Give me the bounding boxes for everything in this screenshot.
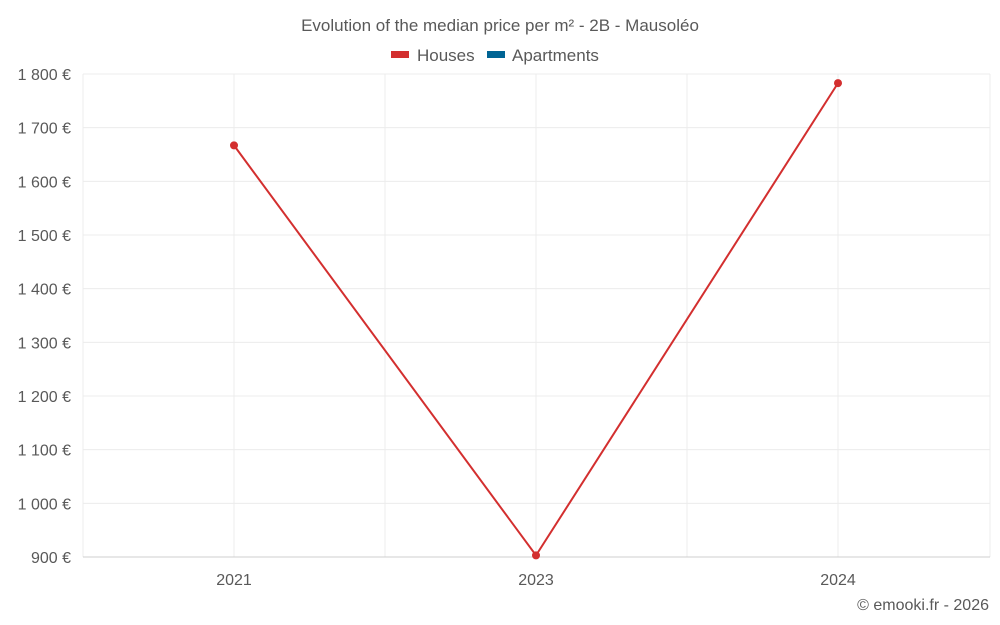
legend-label: Apartments: [512, 46, 599, 65]
y-tick-label: 1 800 €: [18, 67, 71, 84]
y-tick-label: 1 200 €: [18, 389, 71, 406]
y-tick-label: 1 500 €: [18, 228, 71, 245]
y-tick-label: 900 €: [31, 550, 71, 567]
x-tick-label: 2023: [518, 572, 554, 589]
y-tick-label: 1 000 €: [18, 496, 71, 513]
y-axis: 900 € 1 000 € 1 100 € 1 200 € 1 300 € 1 400 €…: [18, 67, 71, 567]
x-tick-label: 2021: [216, 572, 252, 589]
legend-label: Houses: [417, 46, 475, 65]
grid: [82, 73, 991, 557]
data-point[interactable]: [834, 79, 842, 88]
x-tick-label: 2024: [820, 572, 856, 589]
y-tick-label: 1 300 €: [18, 335, 71, 352]
legend-swatch: [391, 51, 409, 58]
y-tick-label: 1 400 €: [18, 282, 71, 299]
x-axis: 2021 2023 2024: [83, 556, 990, 589]
chart-title: Evolution of the median price per m² - 2…: [301, 16, 699, 35]
y-tick-label: 1 700 €: [18, 121, 71, 138]
legend-swatch: [487, 51, 505, 58]
y-tick-label: 1 600 €: [18, 174, 71, 191]
credit-text: © emooki.fr - 2026: [857, 597, 989, 614]
y-tick-label: 1 100 €: [18, 443, 71, 460]
data-point[interactable]: [532, 551, 540, 560]
legend: Houses Apartments: [391, 46, 599, 65]
series-layer: [230, 79, 842, 560]
data-point[interactable]: [230, 141, 238, 150]
